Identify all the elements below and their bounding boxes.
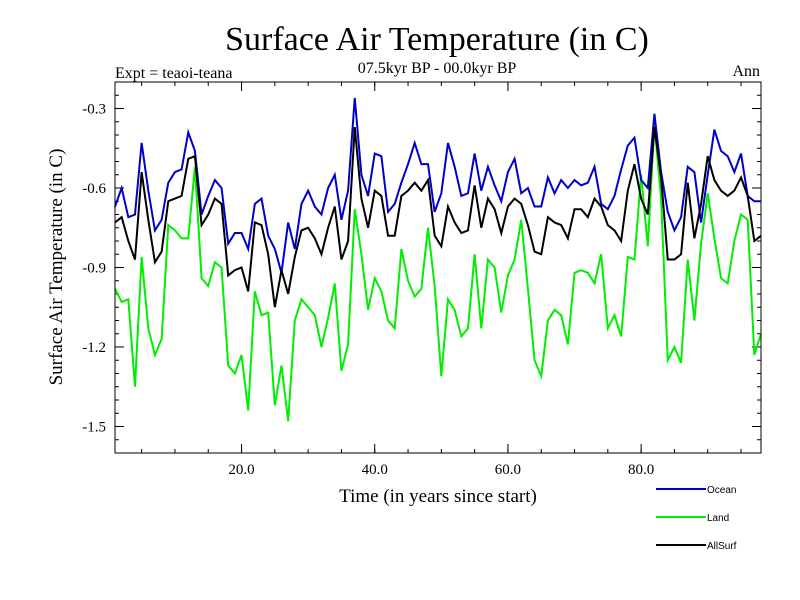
plot-area: -1.5 -1.2 -0.9 -0.6 -0.3 20.0 40.0 60.0 80.0 [82, 81, 762, 478]
y-tick-label: -1.2 [82, 340, 106, 356]
y-tick-label: -1.5 [82, 420, 106, 436]
x-tick-label: 80.0 [628, 462, 654, 478]
plot-frame [114, 81, 762, 454]
x-tick-label: 40.0 [362, 462, 388, 478]
legend: Ocean Land AllSurf [656, 485, 737, 552]
chart-subtitle: 07.5kyr BP - 00.0kyr BP [358, 60, 517, 77]
x-axis-label: Time (in years since start) [339, 486, 537, 507]
legend-label-ocean: Ocean [707, 485, 736, 496]
x-tick-label: 20.0 [228, 462, 254, 478]
series-line-ocean [114, 97, 761, 274]
y-tick-label: -0.6 [82, 181, 106, 197]
x-tick-label: 60.0 [495, 462, 521, 478]
experiment-label: Expt = teaoi-teana [115, 65, 232, 82]
series-line-allsurf [114, 126, 762, 308]
chart-title: Surface Air Temperature (in C) [225, 21, 649, 58]
y-tick-label: -0.9 [82, 261, 106, 277]
series-line-land [114, 124, 762, 422]
legend-label-allsurf: AllSurf [707, 541, 737, 552]
legend-label-land: Land [707, 513, 729, 524]
y-axis-label: Surface Air Temperature (in C) [46, 149, 67, 386]
season-label: Ann [732, 63, 760, 80]
y-tick-label: -0.3 [82, 102, 106, 118]
